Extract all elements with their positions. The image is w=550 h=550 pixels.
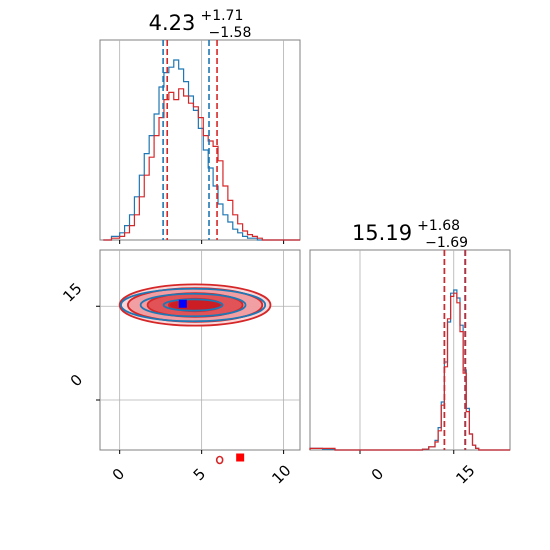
- joint-outlier-contour-0: [215, 455, 224, 465]
- hist-x-panel: 4.23 +1.71 −1.58: [99, 5, 301, 244]
- joint-y-tick-label-15: 15: [59, 279, 85, 305]
- hist-x-frame: [99, 39, 301, 241]
- hist-y-panel: 15.19 +1.68 −1.69: [309, 215, 511, 454]
- hist-y-title: 15.19 +1.68 −1.69: [352, 215, 468, 251]
- joint-x-tick-label-0: 0: [109, 465, 128, 484]
- hist-y-quantiles: [443, 250, 467, 450]
- hist-x-quantiles: [162, 40, 218, 240]
- joint-y-tick-labels: 0 15: [59, 279, 86, 390]
- joint-x-tick-labels: 0 5 10: [109, 461, 295, 487]
- hist-x-grid: [119, 40, 285, 244]
- joint-contour-blue-1: [139, 292, 247, 318]
- hist-x-series: [103, 59, 300, 241]
- hist-y-x-tick-label-15: 15: [452, 461, 478, 487]
- joint-x-tick-label-5: 5: [190, 465, 209, 484]
- hist-y-frame: [309, 249, 511, 451]
- hist-y-series: [309, 289, 510, 451]
- hist-y-series-red: [309, 292, 510, 451]
- joint-marker-red: [236, 453, 245, 462]
- joint-contour-blue-0: [162, 298, 224, 312]
- hist-x-title: 4.23 +1.71 −1.58: [149, 5, 252, 41]
- hist-y-x-tick-labels: 0 15: [368, 461, 479, 487]
- hist-x-series-red: [103, 88, 300, 241]
- hist-y-x-tick-label-0: 0: [368, 465, 387, 484]
- hist-x-series-blue: [103, 59, 300, 241]
- joint-panel: [96, 249, 301, 465]
- joint-x-tick-label-10: 10: [268, 461, 294, 487]
- joint-frame: [99, 249, 301, 451]
- joint-grid: [96, 250, 300, 454]
- joint-y-tick-label-0: 0: [67, 371, 86, 390]
- joint-markers: [178, 299, 245, 462]
- hist-y-grid: [359, 250, 455, 454]
- joint-contour-blue-2: [120, 287, 267, 323]
- joint-marker-blue: [178, 299, 187, 308]
